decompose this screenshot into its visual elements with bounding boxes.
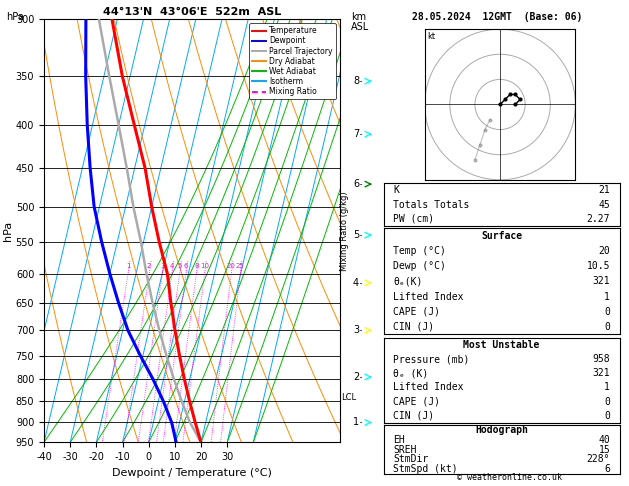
Text: CAPE (J): CAPE (J) [393,307,440,317]
Text: StmDir: StmDir [393,454,428,464]
Text: 2.27: 2.27 [587,214,610,224]
Text: CAPE (J): CAPE (J) [393,397,440,407]
Text: 1: 1 [353,417,359,427]
Text: PW (cm): PW (cm) [393,214,434,224]
Text: 40: 40 [598,435,610,445]
Text: SREH: SREH [393,445,416,454]
X-axis label: Dewpoint / Temperature (°C): Dewpoint / Temperature (°C) [112,468,272,478]
Text: 28.05.2024  12GMT  (Base: 06): 28.05.2024 12GMT (Base: 06) [412,12,582,22]
Text: K: K [393,185,399,195]
Text: 4: 4 [353,278,359,288]
Text: Mixing Ratio (g/kg): Mixing Ratio (g/kg) [340,191,349,271]
Text: CIN (J): CIN (J) [393,411,434,421]
Text: 25: 25 [236,263,245,269]
Text: 20: 20 [227,263,236,269]
Text: 7: 7 [353,129,359,139]
Text: Most Unstable: Most Unstable [464,340,540,350]
Legend: Temperature, Dewpoint, Parcel Trajectory, Dry Adiabat, Wet Adiabat, Isotherm, Mi: Temperature, Dewpoint, Parcel Trajectory… [250,23,336,99]
Text: 958: 958 [593,354,610,364]
Text: 0: 0 [604,397,610,407]
Text: θₑ (K): θₑ (K) [393,368,428,378]
Text: 4: 4 [170,263,174,269]
Text: 6: 6 [353,179,359,189]
Text: 8: 8 [194,263,199,269]
Text: 228°: 228° [587,454,610,464]
Text: 10: 10 [200,263,209,269]
Text: 20: 20 [598,246,610,256]
Text: 3: 3 [160,263,165,269]
Text: CIN (J): CIN (J) [393,322,434,332]
Text: 5: 5 [177,263,182,269]
Text: Dewp (°C): Dewp (°C) [393,261,446,271]
Text: 5: 5 [353,230,359,240]
Text: 21: 21 [598,185,610,195]
Y-axis label: hPa: hPa [3,221,13,241]
Text: 15: 15 [598,445,610,454]
Text: 3: 3 [353,325,359,335]
Text: ASL: ASL [351,22,369,32]
Text: Hodograph: Hodograph [475,425,528,435]
Text: 0: 0 [604,307,610,317]
Text: kt: kt [428,32,436,41]
Text: Pressure (mb): Pressure (mb) [393,354,469,364]
Text: Surface: Surface [481,231,522,241]
Text: Temp (°C): Temp (°C) [393,246,446,256]
Text: 1: 1 [604,382,610,392]
Text: 6: 6 [604,464,610,474]
Text: 45: 45 [598,200,610,209]
Text: 321: 321 [593,277,610,286]
Title: 44°13'N  43°06'E  522m  ASL: 44°13'N 43°06'E 522m ASL [103,7,281,17]
Text: StmSpd (kt): StmSpd (kt) [393,464,458,474]
Text: km: km [351,12,366,22]
Text: 6: 6 [184,263,188,269]
Text: 2: 2 [147,263,152,269]
Text: © weatheronline.co.uk: © weatheronline.co.uk [457,473,562,482]
Text: Totals Totals: Totals Totals [393,200,469,209]
Text: 1: 1 [126,263,130,269]
Text: Lifted Index: Lifted Index [393,292,464,301]
Text: 1: 1 [604,292,610,301]
Text: EH: EH [393,435,405,445]
Text: LCL: LCL [341,393,356,401]
Text: 321: 321 [593,368,610,378]
Text: 8: 8 [353,76,359,86]
Text: Lifted Index: Lifted Index [393,382,464,392]
Text: hPa: hPa [6,12,24,22]
Text: 10.5: 10.5 [587,261,610,271]
Text: 0: 0 [604,322,610,332]
Text: θₑ(K): θₑ(K) [393,277,423,286]
Text: 2: 2 [353,372,359,382]
Text: 0: 0 [604,411,610,421]
